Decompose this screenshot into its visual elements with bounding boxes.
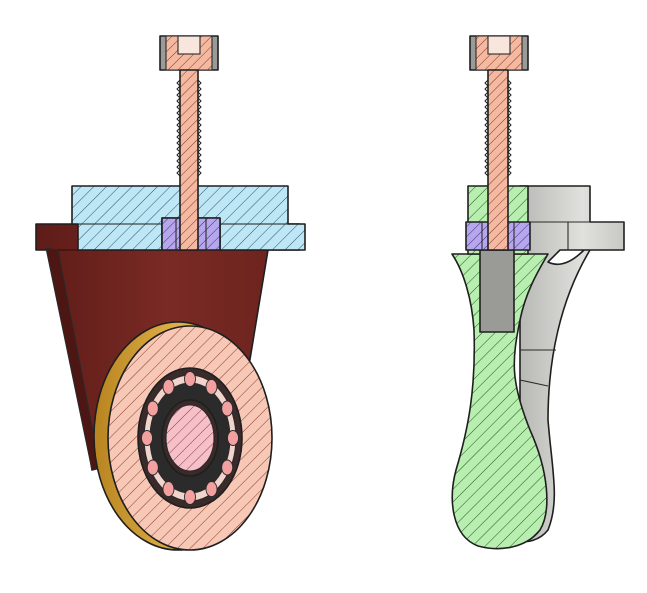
- cap-screw-side-section: [469, 35, 529, 251]
- bearing-ball: [205, 481, 218, 498]
- bearing-ball: [221, 400, 234, 417]
- bearing-ball: [141, 430, 153, 446]
- bearing-balls: [141, 371, 239, 505]
- caster-wheel-section: [93, 321, 273, 551]
- bearing-ball: [221, 459, 234, 476]
- perspective-section-view: [35, 35, 306, 551]
- bearing-ball: [162, 378, 175, 395]
- side-section-view: [451, 35, 625, 550]
- bearing-ball: [184, 489, 196, 505]
- bearing-ball: [205, 378, 218, 395]
- bearing-ball: [146, 459, 159, 476]
- bearing-ball: [146, 400, 159, 417]
- arm-side-gray: [519, 185, 625, 543]
- bearing-ball: [162, 481, 175, 498]
- bearing-ball: [184, 371, 196, 387]
- cap-screw-section: [159, 35, 219, 251]
- bearing-ball: [227, 430, 239, 446]
